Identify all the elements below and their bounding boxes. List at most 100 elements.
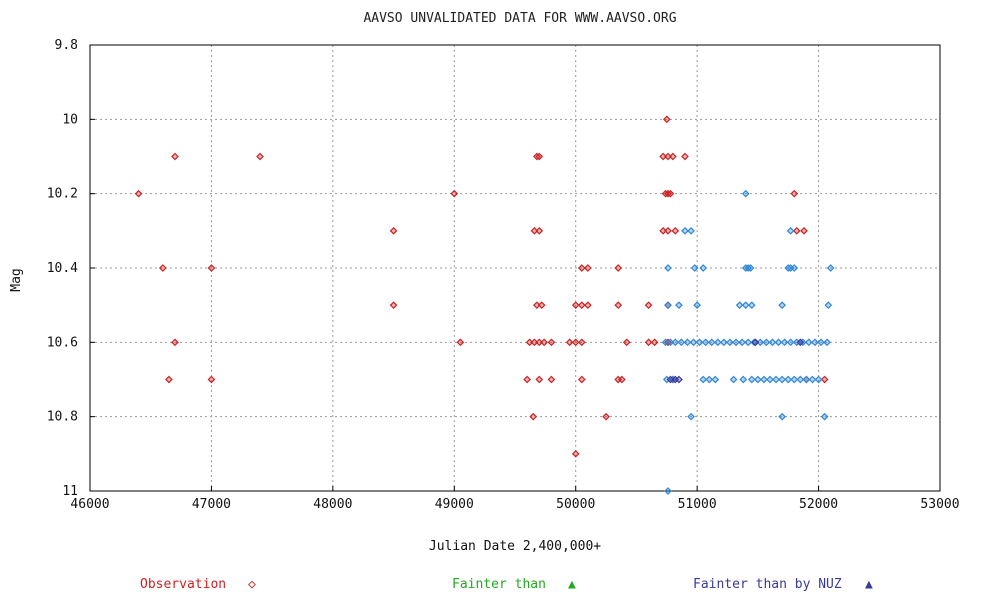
data-point <box>537 301 546 310</box>
data-point <box>720 338 728 347</box>
data-point <box>171 152 179 161</box>
data-points <box>134 115 835 495</box>
x-tick-label: 48000 <box>313 497 352 512</box>
data-point <box>659 226 667 235</box>
chart-title: AAVSO UNVALIDATED DATA FOR WWW.AAVSO.ORG <box>363 11 676 26</box>
data-point <box>681 226 689 235</box>
data-point <box>675 301 683 310</box>
data-point <box>823 338 831 347</box>
data-point <box>622 338 631 347</box>
data-point <box>780 338 789 347</box>
data-point <box>762 338 771 347</box>
data-point <box>165 375 173 384</box>
data-point <box>790 375 799 384</box>
data-point <box>701 338 710 347</box>
data-point <box>523 375 531 384</box>
data-point <box>584 264 592 272</box>
y-axis-label: Mag <box>9 268 24 291</box>
data-point <box>811 338 819 347</box>
data-point <box>571 301 580 310</box>
data-point <box>817 338 825 347</box>
data-point <box>802 375 811 384</box>
data-point <box>687 412 695 421</box>
data-point <box>699 375 708 384</box>
data-point <box>732 338 740 347</box>
data-point <box>571 449 580 458</box>
data-point <box>677 338 686 347</box>
data-point <box>681 152 689 161</box>
data-point <box>751 338 760 347</box>
data-point <box>805 338 813 347</box>
x-axis-label: Julian Date 2,400,000+ <box>429 539 601 554</box>
data-point <box>535 338 544 347</box>
data-point <box>689 338 698 347</box>
data-point <box>450 189 459 198</box>
x-tick-label: 53000 <box>920 497 959 512</box>
data-point <box>159 264 167 272</box>
data-point <box>533 301 541 310</box>
data-point <box>786 338 795 347</box>
data-point <box>207 264 216 272</box>
data-point <box>772 375 780 384</box>
data-point <box>577 338 586 347</box>
data-point <box>808 375 817 384</box>
data-point <box>650 338 659 347</box>
data-point <box>662 115 671 124</box>
x-tick-label: 47000 <box>192 497 231 512</box>
data-point <box>565 338 574 347</box>
data-point <box>754 375 762 384</box>
y-tick-label: 10.4 <box>47 261 78 276</box>
data-point <box>683 338 692 347</box>
x-tick-label: 50000 <box>556 497 595 512</box>
data-point <box>729 375 738 384</box>
data-point <box>824 301 833 310</box>
data-point <box>602 412 610 421</box>
data-point <box>760 375 768 384</box>
data-point <box>707 338 716 347</box>
data-point <box>389 226 398 235</box>
legend-label: Fainter than <box>452 577 546 592</box>
data-point <box>768 338 777 347</box>
data-point <box>820 412 829 421</box>
data-point <box>614 264 623 272</box>
data-point <box>790 264 799 272</box>
data-point <box>664 264 672 272</box>
data-point <box>796 375 805 384</box>
data-point <box>744 338 752 347</box>
data-point <box>618 375 626 384</box>
data-point <box>741 301 750 310</box>
data-point <box>687 226 695 235</box>
data-point <box>666 375 675 384</box>
y-tick-label: 11 <box>62 484 78 499</box>
data-point <box>547 338 556 347</box>
legend-symbol: ◇ <box>248 577 256 592</box>
y-tick-label: 10.8 <box>47 410 78 425</box>
x-tick-label: 51000 <box>678 497 717 512</box>
data-point <box>690 264 699 272</box>
tick-labels: 46000 47000 48000 49000 50000 51000 52000 53000… <box>47 38 960 512</box>
y-tick-label: 10.6 <box>47 335 78 350</box>
data-point <box>826 264 835 272</box>
y-tick-label: 10 <box>62 112 78 127</box>
data-point <box>814 375 823 384</box>
x-tick-label: 49000 <box>435 497 474 512</box>
x-tick-label: 52000 <box>799 497 838 512</box>
data-point <box>530 226 539 235</box>
data-point <box>705 375 714 384</box>
data-point <box>746 264 755 272</box>
data-point <box>800 226 808 235</box>
data-point <box>792 226 801 235</box>
data-point <box>664 487 672 495</box>
legend-symbol: ▲ <box>865 577 873 592</box>
data-point <box>535 226 544 235</box>
data-point <box>739 375 748 384</box>
data-point <box>713 338 722 347</box>
data-point <box>671 226 680 235</box>
data-point <box>644 338 653 347</box>
data-point <box>389 301 398 310</box>
data-point <box>747 375 756 384</box>
y-tick-label: 9.8 <box>55 38 78 53</box>
data-point <box>778 301 786 310</box>
data-point <box>644 301 653 310</box>
